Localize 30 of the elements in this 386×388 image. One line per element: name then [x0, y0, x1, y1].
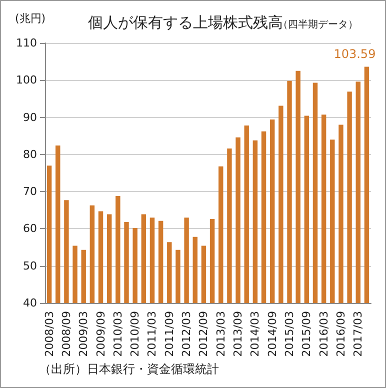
x-tick-label: 2008/03	[42, 311, 56, 357]
x-tick-label: 2017/03	[352, 311, 365, 357]
x-tick-label: 2008/09	[60, 311, 73, 357]
x-tick-label: 2012/09	[197, 311, 210, 357]
y-tick-label: 110	[16, 36, 37, 50]
y-tick-label: 70	[23, 185, 37, 198]
data-label: 103.59	[334, 46, 376, 61]
x-tick-label: 2015/09	[300, 311, 314, 357]
text: （出所）日本銀行・資金循環統計	[39, 362, 219, 376]
x-tick-label: 2014/03	[248, 311, 262, 357]
y-axis-title: (兆円)	[15, 12, 46, 25]
x-tick-label: 2013/03	[214, 311, 228, 357]
y-tick-label: 40	[23, 296, 37, 310]
x-tick-label: 2016/09	[334, 311, 348, 357]
x-tick-label: 2011/03	[146, 311, 159, 357]
x-tick-label: 2015/03	[283, 311, 296, 357]
x-tick-label: 2014/09	[266, 311, 279, 357]
y-tick-label: 50	[23, 259, 37, 272]
x-tick-label: 2009/09	[94, 311, 108, 357]
y-tick-label: 100	[16, 74, 37, 87]
x-tick-label: 2010/09	[128, 311, 142, 357]
x-tick-label: 2013/09	[232, 311, 245, 357]
x-tick-label: 2010/03	[111, 311, 124, 357]
y-tick-label: 90	[23, 110, 37, 124]
y-tick-label: 60	[23, 222, 37, 236]
x-tick-label: 2009/03	[77, 311, 90, 357]
x-tick-label: 2016/03	[317, 311, 330, 357]
y-tick-label: 80	[23, 148, 37, 161]
x-tick-label: 2012/03	[180, 311, 194, 357]
x-tick-label: 2011/09	[162, 311, 176, 357]
